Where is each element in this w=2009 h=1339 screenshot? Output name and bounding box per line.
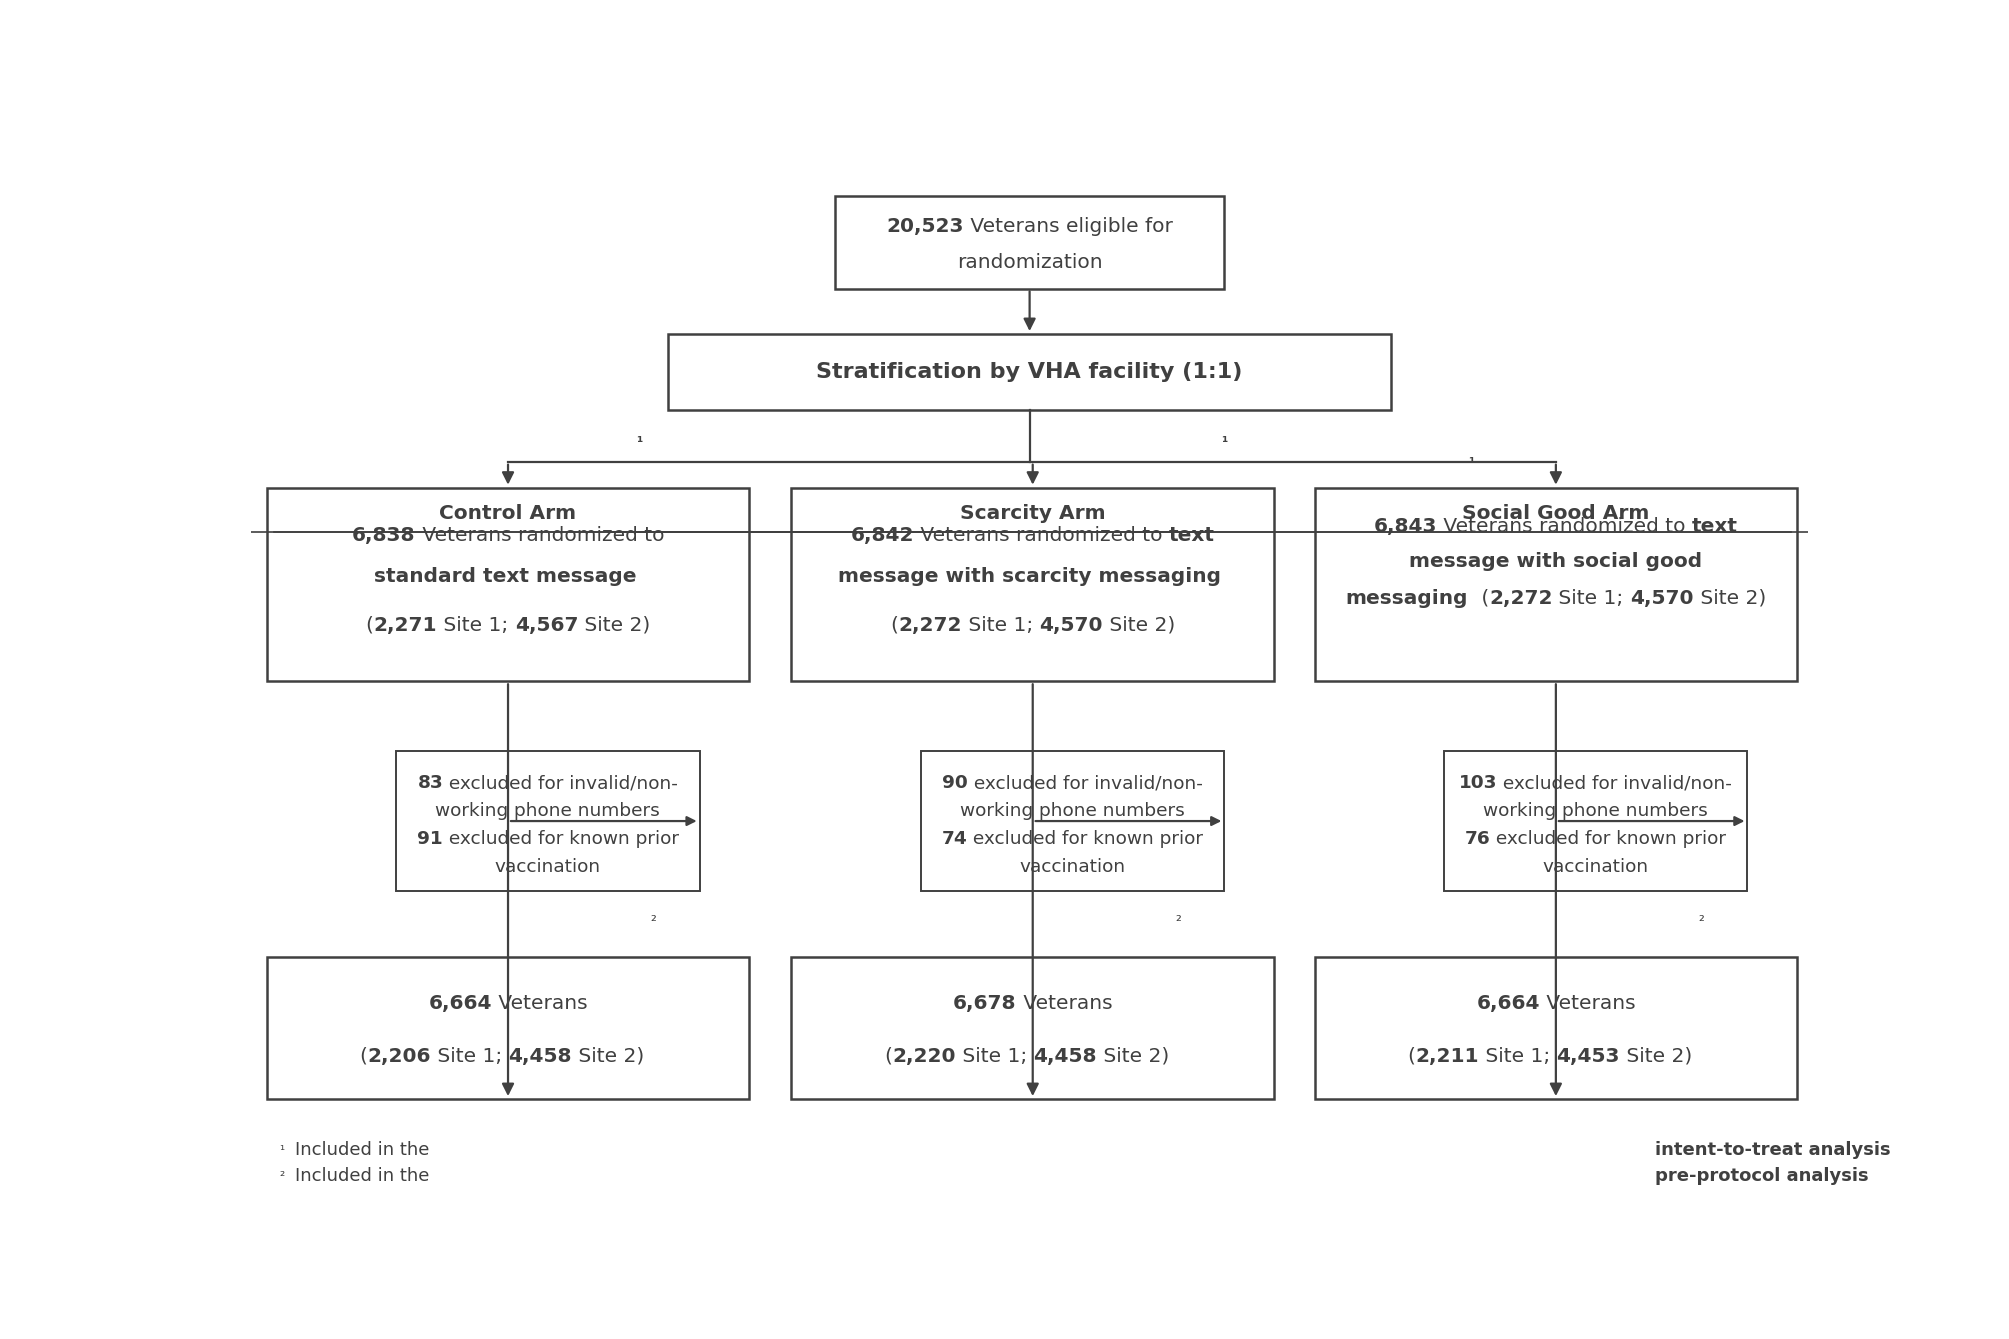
Text: 83: 83 bbox=[418, 774, 444, 793]
FancyBboxPatch shape bbox=[792, 487, 1274, 682]
Text: Site 1;: Site 1; bbox=[1553, 589, 1629, 608]
FancyBboxPatch shape bbox=[267, 487, 749, 682]
Text: (: ( bbox=[890, 616, 898, 635]
Text: intent-to-treat analysis: intent-to-treat analysis bbox=[1655, 1141, 1890, 1160]
Text: 6,678: 6,678 bbox=[952, 994, 1017, 1014]
Text: 2,211: 2,211 bbox=[1414, 1047, 1479, 1066]
Text: text: text bbox=[1692, 517, 1738, 536]
Text: 4,458: 4,458 bbox=[508, 1047, 573, 1066]
Text: Site 2): Site 2) bbox=[1619, 1047, 1698, 1066]
Text: ²: ² bbox=[1698, 915, 1704, 929]
Text: pre-protocol analysis: pre-protocol analysis bbox=[1655, 1168, 1868, 1185]
Text: Included in the: Included in the bbox=[295, 1168, 434, 1185]
FancyBboxPatch shape bbox=[1314, 487, 1798, 682]
Text: 91: 91 bbox=[418, 830, 442, 848]
Text: 4,570: 4,570 bbox=[1039, 616, 1103, 635]
Text: Site 2): Site 2) bbox=[1103, 616, 1175, 635]
FancyBboxPatch shape bbox=[1314, 956, 1798, 1099]
Text: 4,458: 4,458 bbox=[1033, 1047, 1097, 1066]
Text: Site 1;: Site 1; bbox=[962, 616, 1039, 635]
Text: Site 2): Site 2) bbox=[1097, 1047, 1175, 1066]
Text: 6,843: 6,843 bbox=[1374, 517, 1436, 536]
Text: Site 1;: Site 1; bbox=[430, 1047, 508, 1066]
Text: Stratification by VHA facility (1:1): Stratification by VHA facility (1:1) bbox=[816, 362, 1244, 382]
Text: excluded for known prior: excluded for known prior bbox=[1491, 830, 1726, 848]
Text: 90: 90 bbox=[942, 774, 968, 793]
Text: text: text bbox=[1169, 525, 1215, 545]
Text: 6,842: 6,842 bbox=[850, 525, 914, 545]
FancyBboxPatch shape bbox=[396, 751, 699, 890]
Text: Veterans randomized to: Veterans randomized to bbox=[1436, 517, 1692, 536]
Text: working phone numbers: working phone numbers bbox=[436, 802, 661, 821]
Text: 2,271: 2,271 bbox=[374, 616, 438, 635]
Text: ²: ² bbox=[1175, 915, 1181, 929]
Text: Veterans: Veterans bbox=[492, 994, 587, 1014]
Text: randomization: randomization bbox=[956, 253, 1103, 272]
Text: Control Arm: Control Arm bbox=[440, 503, 577, 524]
Text: message with social good: message with social good bbox=[1408, 552, 1702, 570]
Text: Veterans: Veterans bbox=[1017, 994, 1113, 1014]
Text: working phone numbers: working phone numbers bbox=[960, 802, 1185, 821]
FancyBboxPatch shape bbox=[1444, 751, 1748, 890]
Text: 2,272: 2,272 bbox=[898, 616, 962, 635]
Text: working phone numbers: working phone numbers bbox=[1483, 802, 1708, 821]
Text: standard text message: standard text message bbox=[374, 568, 637, 586]
Text: (: ( bbox=[884, 1047, 892, 1066]
Text: (: ( bbox=[1408, 1047, 1414, 1066]
Text: ¹: ¹ bbox=[637, 435, 643, 450]
Text: Site 1;: Site 1; bbox=[956, 1047, 1033, 1066]
Text: ²: ² bbox=[651, 915, 657, 929]
Text: 6,838: 6,838 bbox=[352, 525, 416, 545]
Text: Site 1;: Site 1; bbox=[438, 616, 514, 635]
Text: 74: 74 bbox=[942, 830, 966, 848]
Text: Site 1;: Site 1; bbox=[1479, 1047, 1557, 1066]
Text: 2,220: 2,220 bbox=[892, 1047, 956, 1066]
Text: Scarcity Arm: Scarcity Arm bbox=[960, 503, 1105, 524]
FancyBboxPatch shape bbox=[669, 333, 1390, 410]
Text: 103: 103 bbox=[1459, 774, 1497, 793]
Text: (: ( bbox=[366, 616, 374, 635]
Text: ¹: ¹ bbox=[279, 1144, 285, 1157]
Text: Veterans randomized to: Veterans randomized to bbox=[416, 525, 665, 545]
Text: 2,206: 2,206 bbox=[368, 1047, 430, 1066]
Text: excluded for invalid/non-: excluded for invalid/non- bbox=[968, 774, 1203, 793]
Text: messaging: messaging bbox=[1346, 589, 1469, 608]
Text: Veterans randomized to: Veterans randomized to bbox=[914, 525, 1169, 545]
Text: Site 2): Site 2) bbox=[1694, 589, 1766, 608]
Text: 2,272: 2,272 bbox=[1489, 589, 1553, 608]
Text: ¹: ¹ bbox=[1469, 457, 1475, 471]
Text: ¹: ¹ bbox=[1221, 435, 1227, 450]
Text: 4,567: 4,567 bbox=[514, 616, 579, 635]
Text: excluded for known prior: excluded for known prior bbox=[442, 830, 679, 848]
Text: Social Good Arm: Social Good Arm bbox=[1463, 503, 1649, 524]
Text: message with scarcity messaging: message with scarcity messaging bbox=[838, 568, 1221, 586]
Text: vaccination: vaccination bbox=[1543, 858, 1649, 876]
FancyBboxPatch shape bbox=[267, 956, 749, 1099]
Text: excluded for invalid/non-: excluded for invalid/non- bbox=[444, 774, 679, 793]
Text: 20,523: 20,523 bbox=[886, 217, 964, 236]
Text: Site 2): Site 2) bbox=[579, 616, 651, 635]
FancyBboxPatch shape bbox=[792, 956, 1274, 1099]
Text: Included in the: Included in the bbox=[295, 1141, 434, 1160]
Text: vaccination: vaccination bbox=[1019, 858, 1125, 876]
Text: excluded for invalid/non-: excluded for invalid/non- bbox=[1497, 774, 1732, 793]
FancyBboxPatch shape bbox=[920, 751, 1223, 890]
Text: Site 2): Site 2) bbox=[573, 1047, 651, 1066]
Text: (: ( bbox=[360, 1047, 368, 1066]
FancyBboxPatch shape bbox=[836, 195, 1223, 288]
Text: 4,453: 4,453 bbox=[1557, 1047, 1619, 1066]
Text: (: ( bbox=[1475, 589, 1489, 608]
Text: 76: 76 bbox=[1465, 830, 1491, 848]
Text: vaccination: vaccination bbox=[494, 858, 601, 876]
Text: 6,664: 6,664 bbox=[428, 994, 492, 1014]
Text: 6,664: 6,664 bbox=[1477, 994, 1539, 1014]
Text: Veterans: Veterans bbox=[1539, 994, 1635, 1014]
Text: Veterans eligible for: Veterans eligible for bbox=[964, 217, 1173, 236]
Text: ²: ² bbox=[279, 1170, 285, 1182]
Text: excluded for known prior: excluded for known prior bbox=[966, 830, 1203, 848]
Text: 4,570: 4,570 bbox=[1629, 589, 1694, 608]
